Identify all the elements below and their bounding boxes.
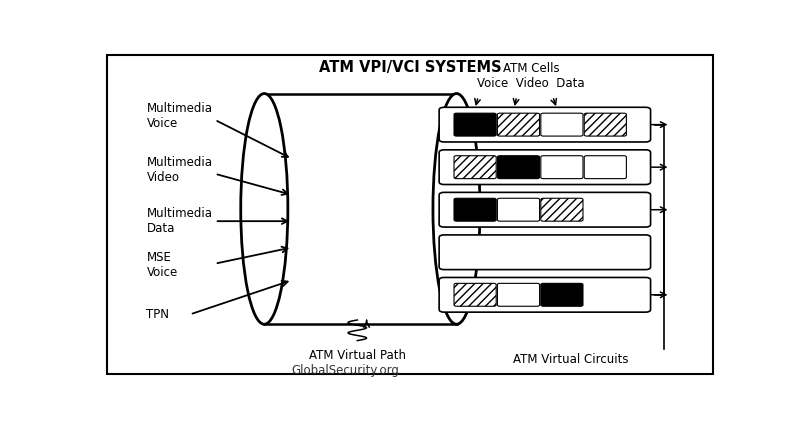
FancyBboxPatch shape bbox=[541, 198, 583, 221]
Text: ATM VPI/VCI SYSTEMS: ATM VPI/VCI SYSTEMS bbox=[318, 60, 502, 75]
FancyBboxPatch shape bbox=[541, 113, 583, 136]
FancyBboxPatch shape bbox=[454, 283, 496, 306]
Text: ATM Virtual Circuits: ATM Virtual Circuits bbox=[514, 353, 629, 366]
FancyBboxPatch shape bbox=[439, 235, 650, 269]
Text: GlobalSecurity.org: GlobalSecurity.org bbox=[291, 363, 399, 377]
FancyBboxPatch shape bbox=[541, 283, 583, 306]
FancyBboxPatch shape bbox=[454, 198, 496, 221]
FancyBboxPatch shape bbox=[439, 107, 650, 142]
Text: ATM Virtual Path: ATM Virtual Path bbox=[309, 349, 406, 363]
FancyBboxPatch shape bbox=[498, 198, 539, 221]
FancyBboxPatch shape bbox=[584, 156, 626, 178]
FancyBboxPatch shape bbox=[498, 156, 539, 178]
Ellipse shape bbox=[433, 94, 480, 324]
Text: Voice  Video  Data: Voice Video Data bbox=[477, 77, 585, 90]
Text: TPN: TPN bbox=[146, 308, 170, 321]
Text: ATM Cells: ATM Cells bbox=[502, 62, 559, 76]
FancyBboxPatch shape bbox=[498, 283, 539, 306]
Text: MSE
Voice: MSE Voice bbox=[146, 251, 178, 279]
Ellipse shape bbox=[241, 94, 288, 324]
FancyBboxPatch shape bbox=[454, 113, 496, 136]
FancyBboxPatch shape bbox=[498, 113, 539, 136]
FancyBboxPatch shape bbox=[439, 193, 650, 227]
Bar bbox=[264, 94, 457, 324]
FancyBboxPatch shape bbox=[439, 278, 650, 312]
FancyBboxPatch shape bbox=[584, 113, 626, 136]
Text: Multimedia
Voice: Multimedia Voice bbox=[146, 102, 213, 130]
Text: Multimedia
Data: Multimedia Data bbox=[146, 207, 213, 235]
FancyBboxPatch shape bbox=[541, 156, 583, 178]
FancyBboxPatch shape bbox=[439, 150, 650, 184]
FancyBboxPatch shape bbox=[454, 156, 496, 178]
Text: Multimedia
Video: Multimedia Video bbox=[146, 156, 213, 184]
